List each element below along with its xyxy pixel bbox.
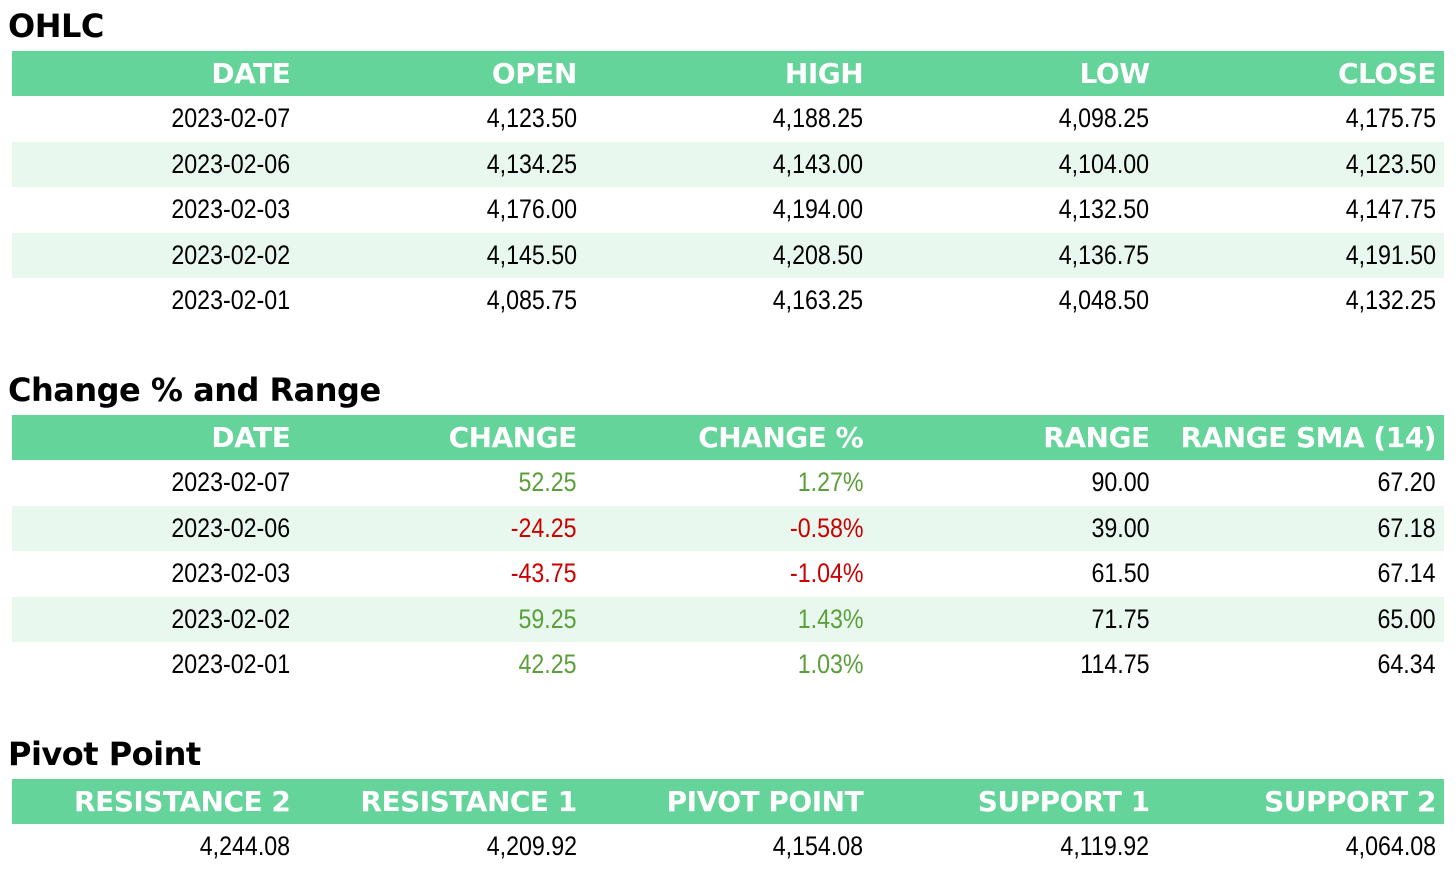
header-close[interactable]: CLOSE — [1337, 57, 1437, 90]
change-cell: -43.75 — [510, 558, 577, 588]
header-support-2[interactable]: SUPPORT 2 — [1264, 785, 1436, 818]
table-row: 2023-02-02 59.25 1.43% 71.75 65.00 — [12, 596, 1444, 642]
close-cell: 4,132.25 — [1345, 285, 1436, 315]
date-cell: 2023-02-01 — [171, 649, 291, 679]
low-cell: 4,104.00 — [1059, 148, 1150, 179]
close-cell: 4,175.75 — [1345, 103, 1436, 133]
table-row: 4,244.08 4,209.92 4,154.08 4,119.92 4,06… — [12, 824, 1444, 870]
header-range-sma[interactable]: RANGE SMA (14) — [1180, 421, 1436, 454]
table-row: 2023-02-03 4,176.00 4,194.00 4,132.50 4,… — [12, 187, 1444, 233]
table-row: 2023-02-01 4,085.75 4,163.25 4,048.50 4,… — [12, 278, 1444, 324]
close-cell: 4,191.50 — [1345, 239, 1436, 270]
range-sma-cell: 67.20 — [1377, 467, 1436, 497]
header-range[interactable]: RANGE — [1043, 421, 1150, 454]
date-cell: 2023-02-02 — [171, 239, 291, 270]
header-date[interactable]: DATE — [211, 57, 291, 90]
range-sma-cell: 65.00 — [1377, 603, 1436, 634]
header-resistance-1[interactable]: RESISTANCE 1 — [360, 785, 577, 818]
open-cell: 4,176.00 — [486, 194, 577, 224]
low-cell: 4,048.50 — [1059, 285, 1150, 315]
open-cell: 4,145.50 — [486, 239, 577, 270]
range-sma-cell: 67.18 — [1377, 512, 1436, 543]
support-1-cell: 4,119.92 — [1060, 831, 1150, 861]
open-cell: 4,085.75 — [486, 285, 577, 315]
pivot-point-title: Pivot Point — [8, 735, 201, 773]
change-range-table: DATE CHANGE CHANGE % RANGE RANGE SMA (14… — [12, 415, 1444, 688]
date-cell: 2023-02-07 — [171, 467, 291, 497]
header-resistance-2[interactable]: RESISTANCE 2 — [74, 785, 291, 818]
range-cell: 39.00 — [1091, 512, 1150, 543]
table-row: 2023-02-07 52.25 1.27% 90.00 67.20 — [12, 460, 1444, 506]
table-row: 2023-02-01 42.25 1.03% 114.75 64.34 — [12, 642, 1444, 688]
low-cell: 4,136.75 — [1059, 239, 1150, 270]
date-cell: 2023-02-07 — [171, 103, 291, 133]
low-cell: 4,098.25 — [1059, 103, 1150, 133]
change-percent-cell: 1.43% — [797, 603, 864, 634]
ohlc-table: DATE OPEN HIGH LOW CLOSE 2023-02-07 4,12… — [12, 51, 1444, 324]
table-header-row: DATE OPEN HIGH LOW CLOSE — [12, 51, 1444, 96]
open-cell: 4,134.25 — [486, 148, 577, 179]
ohlc-title: OHLC — [8, 7, 104, 45]
high-cell: 4,143.00 — [772, 148, 864, 179]
table-row: 2023-02-06 4,134.25 4,143.00 4,104.00 4,… — [12, 141, 1444, 187]
date-cell: 2023-02-02 — [171, 603, 291, 634]
range-cell: 71.75 — [1091, 603, 1150, 634]
open-cell: 4,123.50 — [486, 103, 577, 133]
table-header-row: RESISTANCE 2 RESISTANCE 1 PIVOT POINT SU… — [12, 779, 1444, 824]
date-cell: 2023-02-06 — [171, 148, 291, 179]
table-row: 2023-02-02 4,145.50 4,208.50 4,136.75 4,… — [12, 232, 1444, 278]
range-cell: 90.00 — [1091, 467, 1150, 497]
pivot-point-cell: 4,154.08 — [772, 831, 864, 861]
table-row: 2023-02-07 4,123.50 4,188.25 4,098.25 4,… — [12, 96, 1444, 142]
range-sma-cell: 64.34 — [1377, 649, 1436, 679]
date-cell: 2023-02-01 — [171, 285, 291, 315]
change-percent-cell: -1.04% — [789, 558, 864, 588]
header-date[interactable]: DATE — [211, 421, 291, 454]
table-header-row: DATE CHANGE CHANGE % RANGE RANGE SMA (14… — [12, 415, 1444, 460]
change-percent-cell: -0.58% — [789, 512, 864, 543]
change-percent-cell: 1.27% — [797, 467, 864, 497]
pivot-point-table: RESISTANCE 2 RESISTANCE 1 PIVOT POINT SU… — [12, 779, 1444, 870]
resistance-2-cell: 4,244.08 — [199, 831, 291, 861]
high-cell: 4,208.50 — [772, 239, 864, 270]
table-row: 2023-02-03 -43.75 -1.04% 61.50 67.14 — [12, 551, 1444, 597]
header-pivot-point[interactable]: PIVOT POINT — [666, 785, 864, 818]
header-support-1[interactable]: SUPPORT 1 — [977, 785, 1150, 818]
support-2-cell: 4,064.08 — [1345, 831, 1436, 861]
high-cell: 4,163.25 — [772, 285, 864, 315]
table-row: 2023-02-06 -24.25 -0.58% 39.00 67.18 — [12, 505, 1444, 551]
range-cell: 114.75 — [1080, 649, 1150, 679]
range-sma-cell: 67.14 — [1377, 558, 1436, 588]
change-cell: -24.25 — [510, 512, 577, 543]
change-cell: 42.25 — [518, 649, 577, 679]
header-high[interactable]: HIGH — [784, 57, 864, 90]
close-cell: 4,147.75 — [1345, 194, 1436, 224]
change-cell: 59.25 — [518, 603, 577, 634]
high-cell: 4,188.25 — [772, 103, 864, 133]
change-percent-cell: 1.03% — [797, 649, 864, 679]
range-cell: 61.50 — [1091, 558, 1150, 588]
header-change[interactable]: CHANGE — [448, 421, 578, 454]
date-cell: 2023-02-06 — [171, 512, 291, 543]
close-cell: 4,123.50 — [1345, 148, 1436, 179]
header-change-percent[interactable]: CHANGE % — [698, 421, 864, 454]
date-cell: 2023-02-03 — [171, 558, 291, 588]
resistance-1-cell: 4,209.92 — [486, 831, 577, 861]
change-cell: 52.25 — [518, 467, 577, 497]
date-cell: 2023-02-03 — [171, 194, 291, 224]
low-cell: 4,132.50 — [1059, 194, 1150, 224]
header-open[interactable]: OPEN — [491, 57, 577, 90]
high-cell: 4,194.00 — [772, 194, 864, 224]
header-low[interactable]: LOW — [1079, 57, 1151, 90]
change-range-title: Change % and Range — [8, 371, 381, 409]
